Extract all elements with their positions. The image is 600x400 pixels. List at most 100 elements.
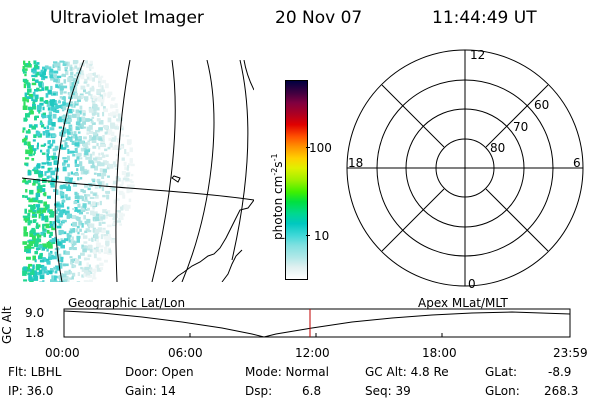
uv-pixel — [105, 183, 109, 188]
uv-pixel — [32, 91, 36, 97]
uv-pixel — [60, 106, 63, 109]
uv-pixel — [59, 262, 63, 265]
uv-pixel — [79, 161, 83, 167]
uv-pixel — [65, 181, 68, 186]
uv-pixel — [68, 247, 72, 250]
uv-pixel — [85, 271, 91, 277]
uv-pixel — [76, 112, 81, 117]
instrument-title: Ultraviolet Imager — [50, 8, 204, 28]
uv-pixel — [66, 113, 69, 117]
uv-pixel — [38, 110, 41, 114]
uv-pixel — [72, 60, 78, 65]
uv-pixel — [90, 165, 96, 169]
uv-pixel — [57, 101, 61, 104]
uv-pixel — [83, 199, 89, 202]
uv-pixel — [24, 246, 29, 249]
uv-pixel — [31, 197, 36, 202]
uv-pixel — [69, 271, 72, 275]
uv-pixel — [27, 216, 31, 221]
uv-pixel — [54, 270, 58, 274]
uv-pixel — [64, 270, 69, 275]
uv-pixel — [61, 115, 67, 120]
uv-pixel — [38, 244, 43, 249]
uv-pixel — [48, 246, 53, 249]
uv-pixel — [112, 183, 117, 186]
uv-pixel — [63, 147, 67, 150]
uv-pixel — [41, 152, 46, 155]
uv-pixel — [63, 85, 68, 89]
uv-pixel — [90, 223, 95, 228]
uv-pixel — [77, 255, 81, 259]
uv-pixel — [28, 276, 33, 281]
uv-pixel — [81, 274, 85, 278]
uv-pixel — [46, 125, 49, 130]
uv-pixel — [104, 162, 108, 166]
uv-pixel — [87, 187, 91, 191]
uv-pixel — [67, 155, 70, 161]
uv-pixel — [34, 166, 38, 171]
uv-pixel — [73, 200, 78, 205]
uv-pixel — [50, 185, 55, 188]
uv-pixel — [23, 270, 28, 275]
uv-pixel — [55, 78, 61, 84]
uv-pixel — [44, 215, 49, 220]
uv-pixel — [36, 206, 40, 211]
uv-pixel — [40, 213, 44, 216]
info-dsp-value: 6.8 — [302, 384, 322, 398]
uv-pixel — [22, 78, 28, 82]
uv-pixel — [87, 269, 93, 275]
uv-pixel — [46, 245, 49, 248]
uv-pixel — [92, 179, 96, 183]
uv-pixel — [44, 171, 47, 176]
uv-pixel — [35, 247, 39, 251]
uv-pixel — [32, 220, 36, 223]
uv-pixel — [49, 74, 55, 79]
uv-pixel — [28, 273, 32, 278]
uv-pixel — [28, 60, 31, 66]
date-label: 20 Nov 07 — [275, 8, 363, 28]
uv-pixel — [103, 234, 108, 237]
uv-pixel — [93, 172, 97, 175]
uv-pixel — [74, 140, 77, 143]
uv-pixel — [35, 131, 41, 137]
uv-pixel — [36, 145, 39, 150]
uv-pixel — [74, 191, 78, 195]
uv-pixel — [107, 175, 110, 178]
uv-pixel — [29, 189, 34, 195]
uv-pixel — [108, 94, 111, 97]
uv-pixel — [84, 196, 88, 201]
uv-pixel — [28, 112, 31, 116]
uv-pixel — [35, 192, 41, 197]
uv-pixel — [65, 238, 71, 241]
uv-pixel — [112, 222, 116, 226]
uv-pixel — [59, 264, 63, 269]
uv-pixel — [130, 163, 135, 167]
uv-pixel — [60, 184, 63, 190]
uv-pixel — [83, 257, 87, 261]
uv-pixel — [38, 171, 43, 175]
uv-pixel — [71, 244, 74, 250]
uv-pixel — [84, 78, 88, 83]
uv-pixel — [93, 268, 97, 274]
uv-pixel — [41, 270, 44, 276]
uv-pixel — [86, 218, 91, 223]
uv-pixel — [111, 123, 116, 129]
uv-pixel — [52, 139, 56, 144]
uv-pixel — [90, 94, 93, 99]
uv-pixel — [104, 131, 108, 135]
timeline-plot — [63, 308, 571, 338]
uv-pixel — [95, 242, 101, 247]
uv-pixel — [110, 125, 114, 129]
uv-pixel — [47, 180, 51, 183]
uv-pixel — [24, 92, 27, 98]
uv-pixel — [23, 141, 28, 146]
uv-pixel — [115, 167, 119, 170]
uv-pixel — [121, 157, 125, 161]
uv-pixel — [89, 249, 93, 253]
uv-pixel — [71, 103, 75, 108]
uv-pixel — [34, 259, 37, 263]
uv-pixel — [116, 118, 119, 122]
uv-pixel — [53, 189, 57, 192]
info-glat-value: -8.9 — [548, 365, 572, 379]
altitude-curve — [63, 310, 571, 338]
